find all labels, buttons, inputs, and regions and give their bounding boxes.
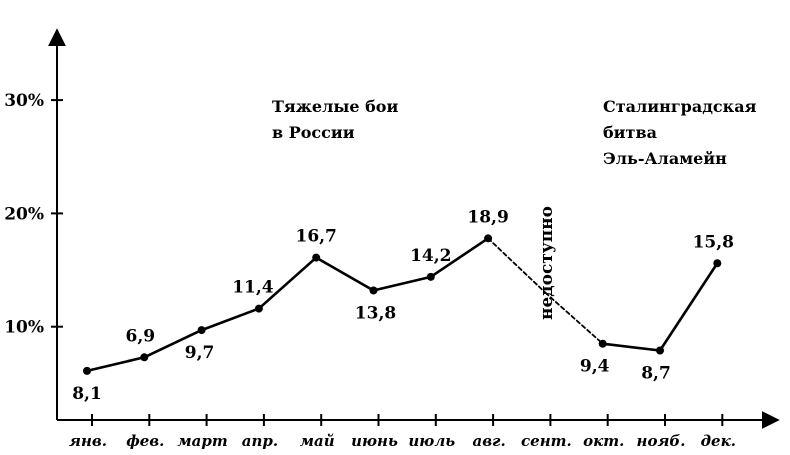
x-tick-label: дек. xyxy=(701,432,736,450)
annotation-russia-line-2: в России xyxy=(272,123,355,142)
data-label: 14,2 xyxy=(410,246,451,266)
x-tick-label: сент. xyxy=(521,432,572,450)
data-points xyxy=(83,234,722,375)
data-point xyxy=(83,366,91,375)
series-segment-dashed xyxy=(487,237,547,294)
x-ticks: янв. фев. март апр. май июнь июль авг. сент. окт.… xyxy=(69,414,736,450)
data-point xyxy=(140,353,149,362)
missing-value-label: недоступно xyxy=(537,206,557,320)
data-point xyxy=(312,253,321,262)
data-label: 11,4 xyxy=(232,278,274,298)
annotation-stalingrad-line-2: битва xyxy=(603,123,657,142)
data-label: 15,8 xyxy=(693,232,734,252)
x-tick-label: янв. xyxy=(69,432,107,450)
x-tick-label: апр. xyxy=(242,432,278,450)
data-label: 8,1 xyxy=(72,384,102,404)
series-segment xyxy=(143,328,203,359)
x-tick-label: окт. xyxy=(583,432,624,450)
series-segment xyxy=(257,256,318,310)
data-label: 18,9 xyxy=(467,207,508,227)
series-segment xyxy=(429,237,490,279)
data-label: 8,7 xyxy=(641,363,671,383)
series-line xyxy=(85,237,719,373)
series-segment-dashed xyxy=(544,291,604,345)
x-tick-label: март xyxy=(177,432,227,450)
data-label: 13,8 xyxy=(355,303,396,323)
x-tick-label: нояб. xyxy=(637,432,686,450)
series-segment xyxy=(314,256,375,292)
series-segment xyxy=(85,355,146,373)
y-tick-label: 20% xyxy=(4,204,44,224)
x-tick-label: май xyxy=(300,432,335,450)
x-tick-label: фев. xyxy=(126,432,164,450)
x-tick-label: июль xyxy=(408,432,455,450)
x-tick-label: авг. xyxy=(472,432,505,450)
x-tick-label: июнь xyxy=(351,432,398,450)
annotation-stalingrad-line-3: Эль-Аламейн xyxy=(603,149,727,168)
annotation-stalingrad-line-1: Сталинградская xyxy=(603,97,757,116)
annotation-stalingrad: Сталинградская битва Эль-Аламейн xyxy=(603,97,762,168)
annotation-russia-line-1: Тяжелые бои xyxy=(272,97,398,116)
data-label: 16,7 xyxy=(295,227,336,247)
data-point xyxy=(369,286,378,295)
y-tick-label: 30% xyxy=(4,91,44,111)
data-point xyxy=(254,304,263,313)
data-point xyxy=(656,346,664,355)
data-point xyxy=(197,326,206,335)
data-label: 9,4 xyxy=(580,357,610,377)
series-segment xyxy=(200,307,261,332)
data-point xyxy=(598,339,607,348)
series-segment xyxy=(601,342,662,352)
y-ticks: 10% 20% 30% xyxy=(4,91,63,338)
annotation-russia: Тяжелые бои в России xyxy=(272,97,404,142)
series-segment xyxy=(372,275,433,292)
data-labels: 8,1 6,9 9,7 11,4 16,7 13,8 14,2 18,9 9,4 8,7 15,8 xyxy=(72,207,734,404)
series-segment xyxy=(658,261,719,352)
data-label: 6,9 xyxy=(126,326,156,346)
data-point xyxy=(484,234,493,243)
data-point xyxy=(426,272,435,281)
data-label: 9,7 xyxy=(185,343,215,363)
data-point xyxy=(713,259,722,268)
y-tick-label: 10% xyxy=(4,318,44,338)
